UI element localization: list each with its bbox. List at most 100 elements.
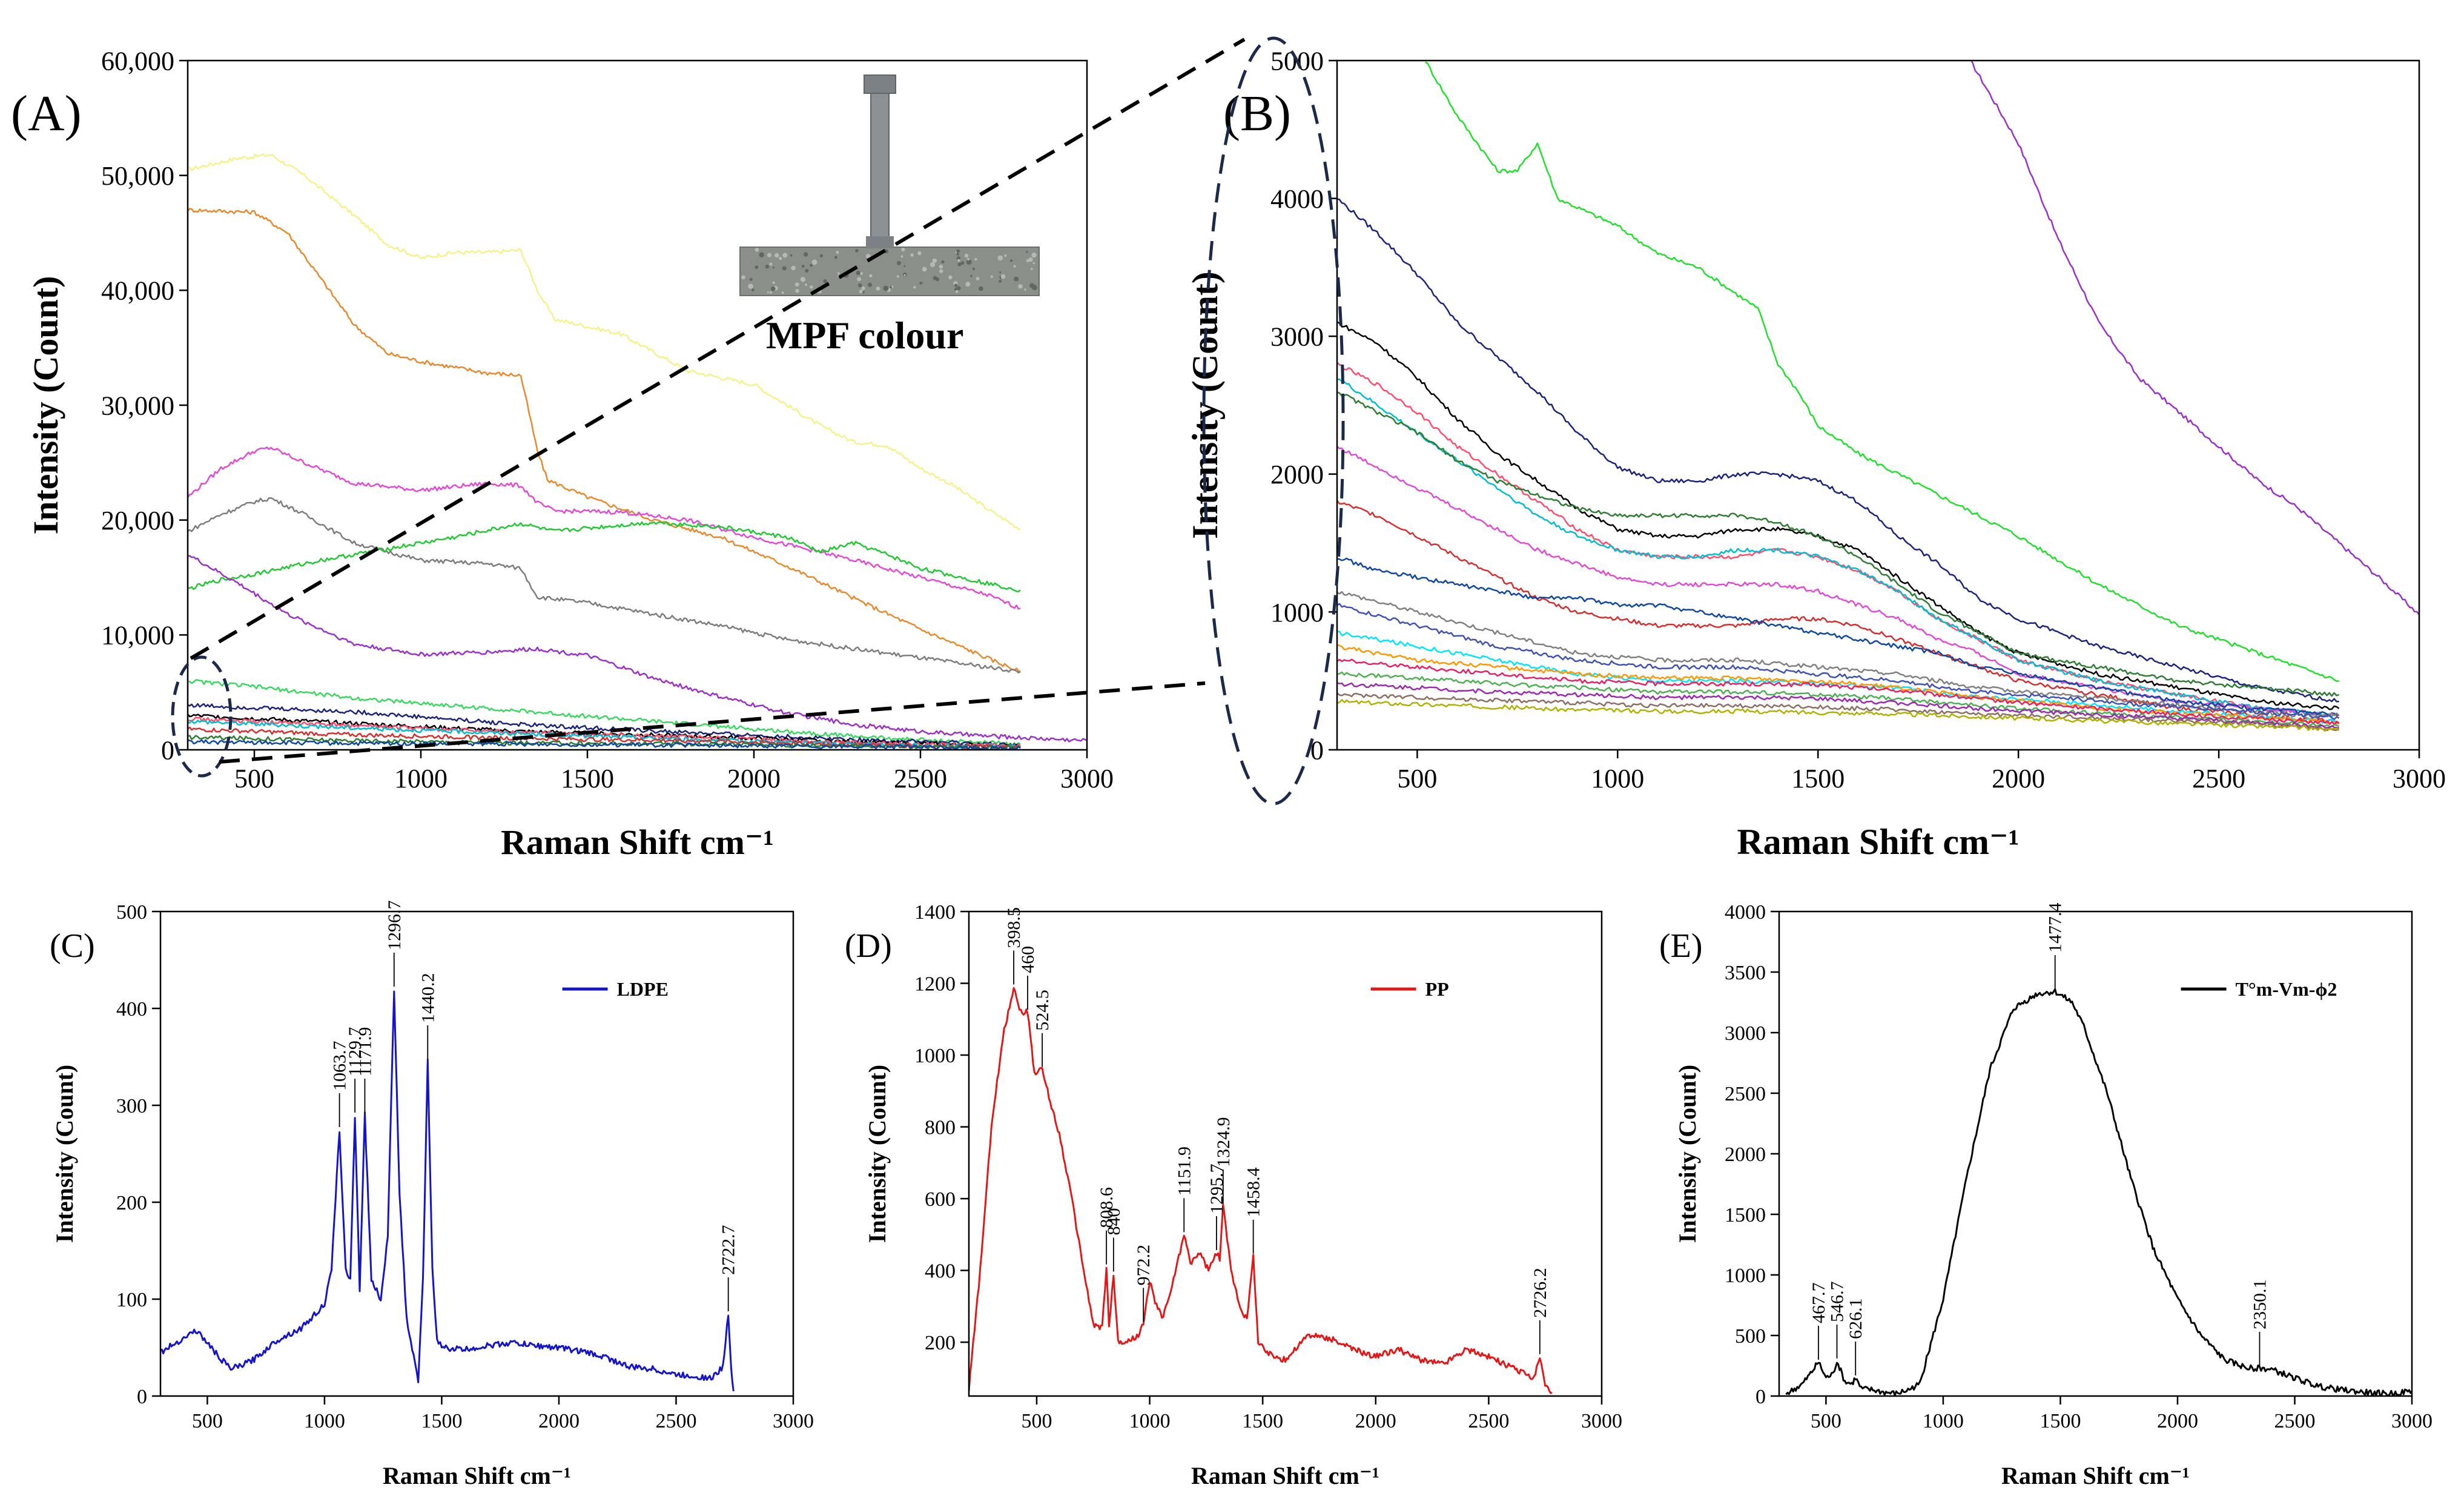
x-axis-label: Raman Shift cm⁻¹ — [1737, 822, 2019, 862]
series-line-4 — [1337, 321, 2340, 710]
sample-texture-dot — [857, 283, 862, 288]
x-tick-label: 500 — [1021, 1410, 1052, 1432]
peak-label: 1295.7 — [1207, 1163, 1227, 1214]
series-line-1 — [1970, 61, 2419, 615]
plot-area — [188, 153, 1087, 750]
x-tick-label: 3000 — [1581, 1410, 1622, 1432]
y-tick-label: 2000 — [1270, 460, 1324, 489]
y-tick-label: 0 — [161, 735, 174, 765]
sample-texture-dot — [965, 282, 971, 287]
sample-texture-dot — [778, 257, 782, 260]
legend-label: PP — [1425, 978, 1449, 1000]
y-tick-label: 4000 — [1270, 184, 1324, 214]
sample-texture-dot — [903, 274, 906, 276]
sample-rod-cap — [864, 74, 896, 94]
series-line-5 — [1337, 362, 2339, 717]
y-tick-label: 2000 — [1725, 1143, 1766, 1166]
plot-frame — [968, 910, 1603, 1397]
x-tick-label: 2500 — [2274, 1410, 2315, 1432]
sample-texture-dot — [859, 290, 863, 294]
sample-texture-dot — [957, 262, 962, 266]
sample-texture-dot — [869, 274, 873, 278]
sample-texture-dot — [935, 277, 940, 282]
x-tick-label: 2000 — [727, 764, 781, 793]
x-tick-label: 2500 — [894, 764, 947, 793]
sample-texture-dot — [772, 281, 775, 285]
peak-label: 2722.7 — [719, 1225, 739, 1276]
panel-label: (B) — [1223, 85, 1291, 142]
spectrum-line — [1785, 988, 2412, 1396]
y-tick-label: 3500 — [1725, 962, 1766, 984]
y-tick-label: 0 — [137, 1386, 147, 1408]
sample-texture-dot — [767, 253, 772, 257]
series-line-14 — [1337, 644, 2340, 724]
peak-label: 1440.2 — [418, 973, 438, 1024]
y-axis-label: Intensity (Count) — [1674, 1065, 1701, 1243]
sample-texture-dot — [955, 290, 959, 293]
sample-texture-dot — [876, 286, 880, 291]
peak-label: 1171.9 — [355, 1027, 375, 1076]
sample-texture-dot — [1018, 284, 1023, 289]
plot-area — [1785, 988, 2412, 1396]
sample-texture-dot — [765, 264, 770, 269]
spectrum-line — [969, 987, 1553, 1394]
sample-texture-dot — [960, 261, 965, 265]
series-line-11 — [188, 720, 1021, 749]
series-line-16 — [1337, 671, 2340, 727]
peak-label: 808.6 — [1097, 1187, 1117, 1228]
series-line-18 — [1337, 692, 2340, 732]
peak-label: 524.5 — [1032, 990, 1052, 1031]
peak-label: 1324.9 — [1214, 1117, 1234, 1166]
sample-texture-dot — [819, 254, 824, 258]
sample-texture-dot — [941, 260, 945, 263]
plot-area — [160, 990, 735, 1392]
sample-texture-dot — [979, 286, 983, 291]
series-line-17 — [1337, 682, 2339, 729]
sample-texture-dot — [755, 247, 759, 252]
sample-texture-dot — [883, 285, 889, 291]
series-line-14 — [188, 739, 1021, 750]
series-line-7 — [188, 679, 1021, 747]
sample-texture-dot — [974, 257, 977, 261]
sample-texture-dot — [1000, 274, 1006, 279]
sample-texture-dot — [774, 253, 779, 258]
sample-texture-dot — [749, 277, 753, 281]
sample-texture-dot — [861, 286, 865, 291]
sample-texture-dot — [772, 266, 775, 269]
y-tick-label: 60,000 — [101, 46, 174, 76]
peak-label: 546.7 — [1827, 1282, 1847, 1323]
sample-texture-dot — [810, 285, 813, 289]
sample-texture-dot — [804, 283, 807, 286]
x-tick-label: 2000 — [538, 1410, 580, 1432]
sample-texture-dot — [1030, 268, 1033, 271]
sample-texture-dot — [1026, 251, 1028, 253]
peak-label: 2726.2 — [1530, 1268, 1550, 1318]
sample-texture-dot — [855, 249, 859, 253]
sample-texture-dot — [939, 265, 943, 269]
sample-texture-dot — [1032, 285, 1037, 291]
sample-texture-dot — [782, 253, 788, 258]
y-tick-label: 2500 — [1725, 1083, 1766, 1105]
sample-texture-dot — [867, 282, 873, 287]
peak-label: 2350.1 — [2250, 1280, 2270, 1330]
series-line-8 — [188, 703, 1021, 748]
sample-texture-dot — [919, 282, 923, 285]
y-tick-label: 400 — [925, 1260, 956, 1282]
sample-texture-dot — [759, 252, 764, 257]
series-line-12 — [1337, 603, 2340, 720]
series-line-1 — [188, 153, 1021, 531]
series-line-15 — [1337, 658, 2340, 726]
sample-texture-dot — [862, 291, 865, 294]
sample-texture-dot — [901, 247, 905, 252]
zoom-target-ellipse — [1202, 36, 1345, 806]
sample-texture-dot — [803, 252, 808, 257]
sample-texture-dot — [939, 269, 943, 273]
sample-texture-dot — [791, 265, 796, 271]
sample-rod — [870, 90, 890, 248]
y-tick-label: 1200 — [914, 973, 956, 995]
sample-texture-dot — [999, 271, 1002, 274]
sample-texture-dot — [954, 283, 958, 287]
panel-label: (D) — [845, 927, 892, 965]
x-tick-label: 500 — [1811, 1410, 1841, 1432]
y-tick-label: 500 — [1735, 1325, 1766, 1348]
